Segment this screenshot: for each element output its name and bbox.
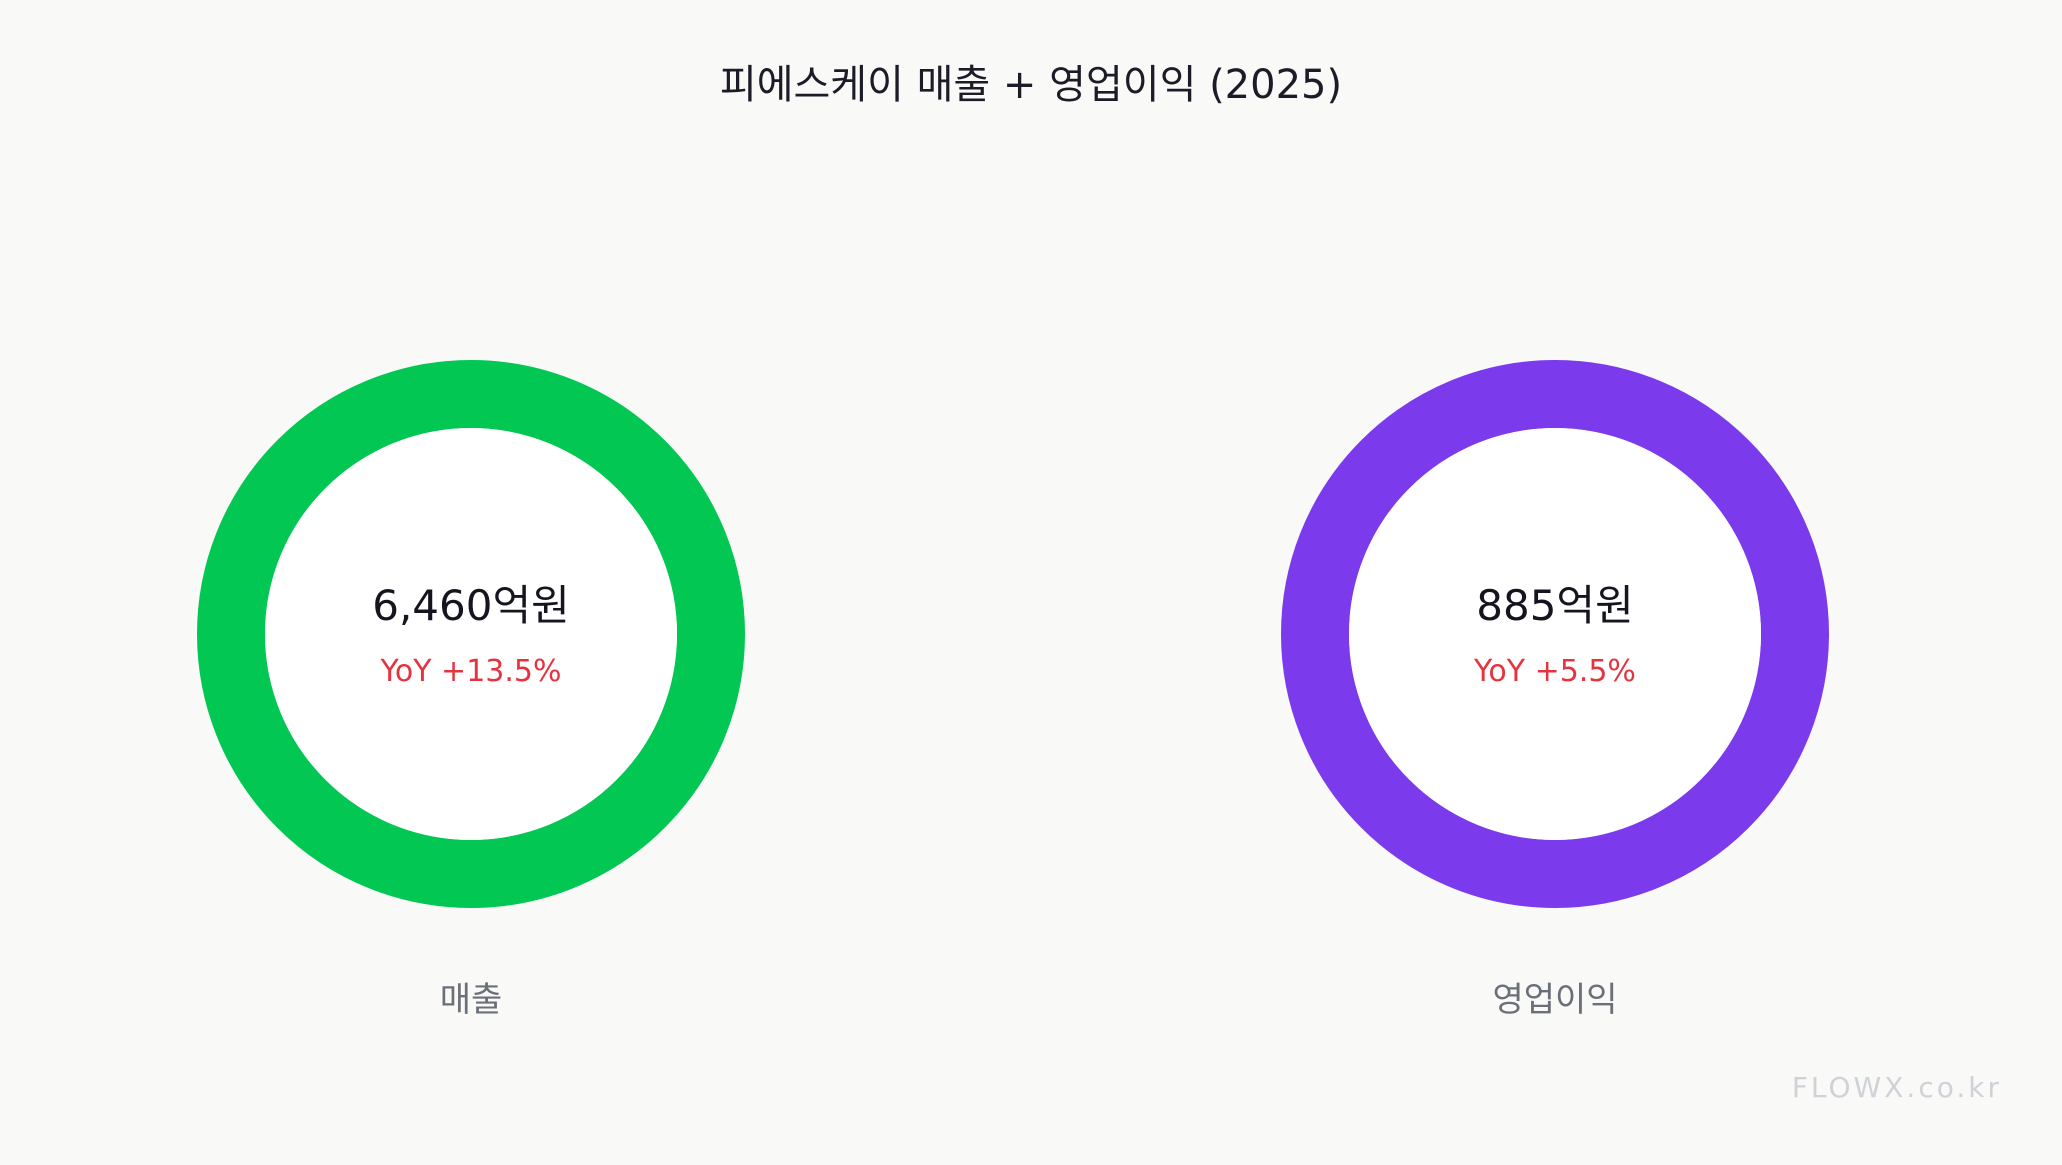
donut-value-label: 6,460억원 bbox=[372, 581, 570, 630]
donut-category-label: 매출 bbox=[440, 980, 503, 1020]
donut-2: 885억원 YoY +5.5% 영업이익 bbox=[1281, 360, 1829, 1020]
donut-category-label: 영업이익 bbox=[1492, 980, 1617, 1020]
chart-title: 피에스케이 매출 + 영업이익 (2025) bbox=[719, 62, 1343, 108]
watermark: FLOWX.co.kr bbox=[1791, 1071, 2002, 1104]
donut-1: 6,460억원 YoY +13.5% 매출 bbox=[197, 360, 745, 1020]
donut-yoy-label: YoY +5.5% bbox=[1473, 654, 1636, 689]
donut-hole bbox=[265, 428, 677, 840]
donut-yoy-label: YoY +13.5% bbox=[380, 654, 562, 689]
donut-ring bbox=[1281, 360, 1829, 908]
donut-value-label: 885억원 bbox=[1476, 581, 1633, 630]
donut-hole bbox=[1349, 428, 1761, 840]
donut-ring bbox=[197, 360, 745, 908]
